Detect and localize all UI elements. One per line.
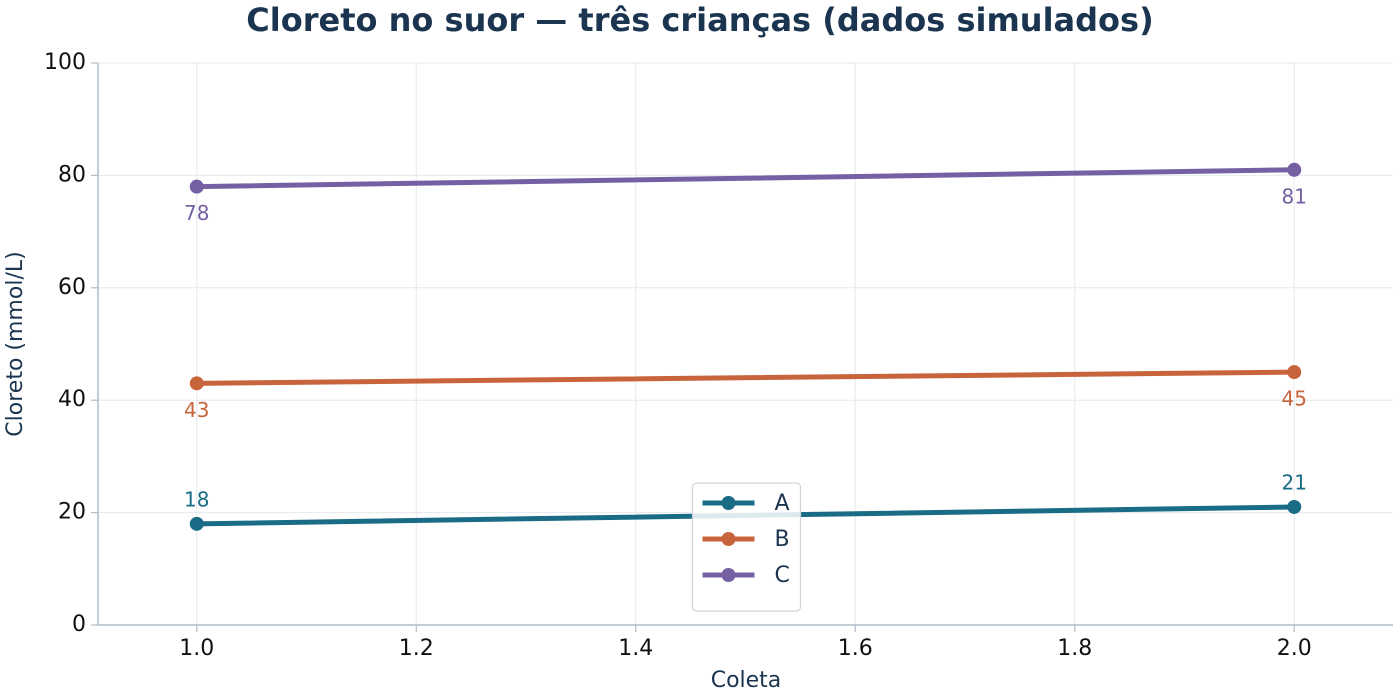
x-axis-label: Coleta <box>711 668 782 693</box>
y-axis-label: Cloreto (mmol/L) <box>3 251 28 436</box>
data-label: 43 <box>184 398 209 422</box>
y-tick-label: 80 <box>58 162 86 187</box>
legend-marker <box>721 496 736 510</box>
point <box>1287 365 1302 380</box>
data-label: 78 <box>184 201 209 225</box>
y-tick-label: 0 <box>72 612 86 637</box>
legend-label: C <box>775 563 790 588</box>
data-label: 21 <box>1282 470 1307 494</box>
x-tick-label: 1.0 <box>179 636 214 661</box>
legend-label: A <box>775 491 790 516</box>
legend-marker <box>721 532 736 546</box>
y-tick-label: 100 <box>44 50 86 75</box>
legend-label: B <box>775 527 790 552</box>
data-label: 45 <box>1282 387 1307 411</box>
point <box>1287 162 1302 177</box>
x-tick-label: 1.4 <box>618 636 653 661</box>
x-tick-label: 1.6 <box>838 636 873 661</box>
x-tick-label: 1.2 <box>399 636 434 661</box>
point <box>189 179 204 194</box>
y-tick-label: 60 <box>58 275 86 300</box>
data-label: 81 <box>1282 184 1307 208</box>
series-line <box>194 369 1297 386</box>
legend-marker <box>721 568 736 582</box>
series-line <box>194 167 1297 190</box>
point <box>189 376 204 391</box>
chart-title: Cloreto no suor — três crianças (dados s… <box>246 1 1153 39</box>
y-tick-label: 40 <box>58 387 86 412</box>
y-tick-label: 20 <box>58 500 86 525</box>
legend-box <box>691 482 802 612</box>
point <box>1287 499 1302 514</box>
x-tick-label: 2.0 <box>1277 636 1312 661</box>
point <box>189 516 204 531</box>
x-tick-label: 1.8 <box>1057 636 1092 661</box>
data-label: 18 <box>184 487 209 511</box>
